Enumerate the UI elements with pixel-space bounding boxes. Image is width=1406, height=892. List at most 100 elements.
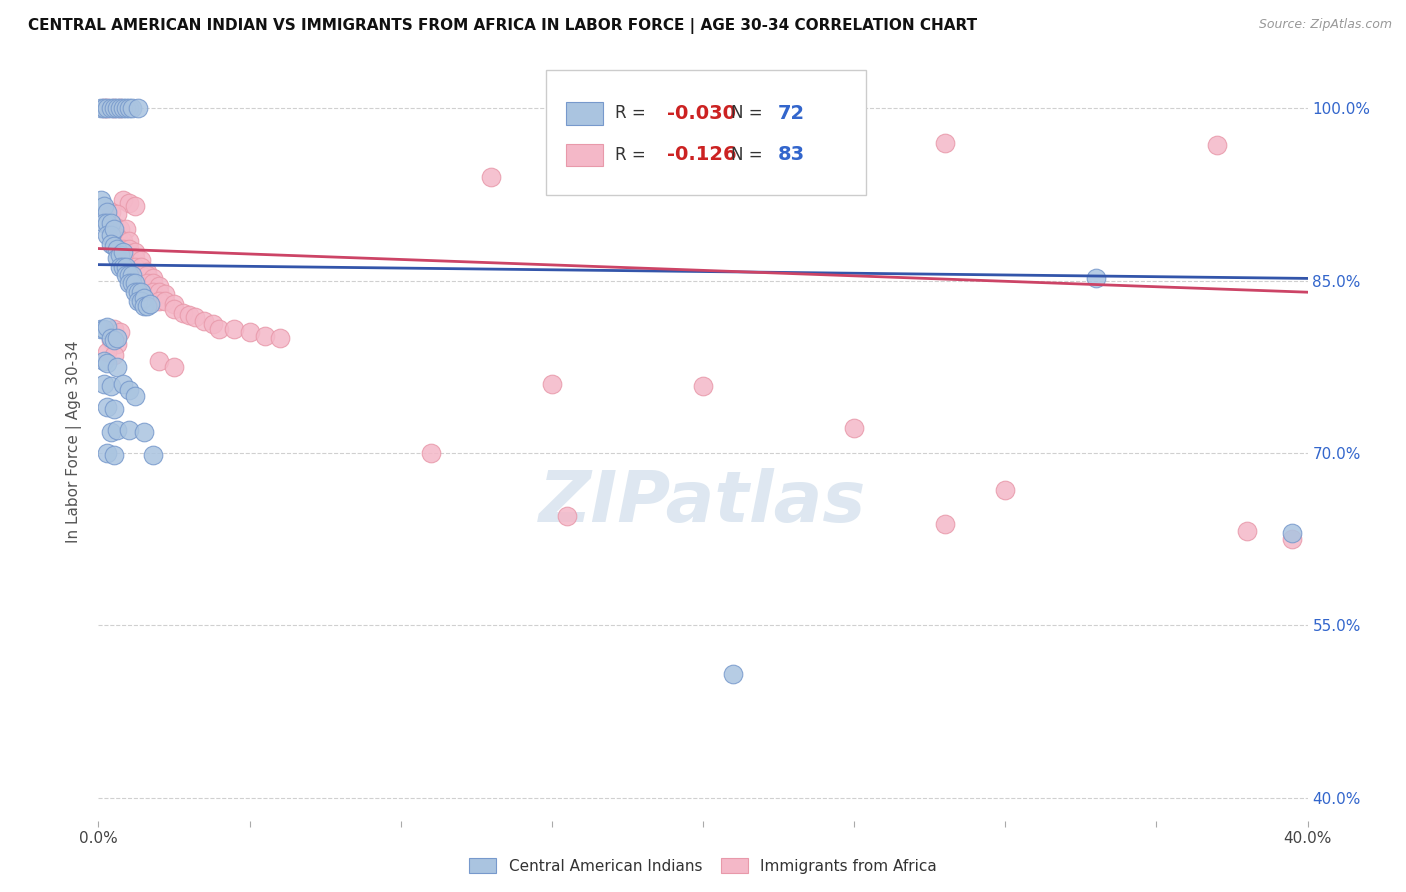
Point [96,227,118,242]
Point [103,219,125,233]
Point [105,102,128,116]
Point [202,318,225,332]
Point [100,216,122,230]
Point [93,354,115,368]
Point [96,319,118,334]
Point [90,194,112,208]
Point [129,253,152,268]
Point [96,345,118,359]
Point [118,268,141,282]
Point [142,276,165,290]
Point [127,285,149,300]
Point [135,264,157,278]
Point [118,251,141,265]
Point [129,285,152,300]
Point [108,326,131,340]
Point [111,260,134,274]
Point [184,310,207,325]
Point [121,102,143,116]
Point [135,268,157,282]
Point [103,102,125,116]
Point [103,448,125,462]
Point [114,260,136,274]
Point [100,425,122,440]
Text: N =: N = [731,104,768,122]
Point [139,296,162,310]
Point [93,199,115,213]
Bar [567,144,603,166]
Point [108,102,131,116]
Point [105,423,128,437]
Point [100,204,122,219]
Text: R =: R = [614,104,651,122]
Point [108,102,131,116]
Point [105,230,128,244]
Point [100,227,122,242]
Point [103,402,125,417]
Point [105,242,128,256]
Point [1206,138,1229,153]
Point [103,334,125,348]
Point [96,216,118,230]
Text: 83: 83 [778,145,806,164]
Point [96,446,118,460]
Point [163,296,186,310]
Text: CENTRAL AMERICAN INDIAN VS IMMIGRANTS FROM AFRICA IN LABOR FORCE | AGE 30-34 COR: CENTRAL AMERICAN INDIAN VS IMMIGRANTS FR… [28,18,977,34]
Point [172,306,194,320]
Point [127,294,149,309]
Point [129,294,152,309]
Point [93,102,115,116]
Point [1281,532,1303,546]
Point [103,348,125,362]
Point [129,268,152,282]
Point [1236,524,1258,538]
Point [93,102,115,116]
Point [103,102,125,116]
Point [103,322,125,336]
Point [142,285,165,300]
Point [108,222,131,236]
Point [90,322,112,336]
Point [193,314,215,328]
Point [111,194,134,208]
Point [96,102,118,116]
Point [269,331,291,345]
Text: N =: N = [731,146,768,164]
Point [96,102,118,116]
Point [253,329,276,343]
Point [114,102,136,116]
Point [124,388,146,402]
Point [111,102,134,116]
Point [108,260,131,274]
Point [124,285,146,300]
Text: -0.030: -0.030 [666,103,735,123]
Point [105,331,128,345]
Point [1085,271,1108,285]
Point [540,377,562,392]
Point [118,423,141,437]
Point [105,359,128,374]
Point [118,242,141,256]
Point [105,337,128,351]
Y-axis label: In Labor Force | Age 30-34: In Labor Force | Age 30-34 [66,340,83,543]
Point [208,322,231,336]
Point [239,326,262,340]
Point [127,102,149,116]
Point [420,446,443,460]
Point [124,260,146,274]
Point [179,308,201,322]
Point [100,379,122,393]
Point [124,199,146,213]
Point [142,271,165,285]
Point [132,291,155,305]
Point [111,242,134,256]
Point [103,222,125,236]
Text: ZIPatlas: ZIPatlas [540,467,866,537]
Point [118,234,141,248]
Point [142,448,165,462]
Point [100,331,122,345]
Point [90,102,112,116]
Text: -0.126: -0.126 [666,145,737,164]
Point [163,359,186,374]
Point [118,383,141,397]
